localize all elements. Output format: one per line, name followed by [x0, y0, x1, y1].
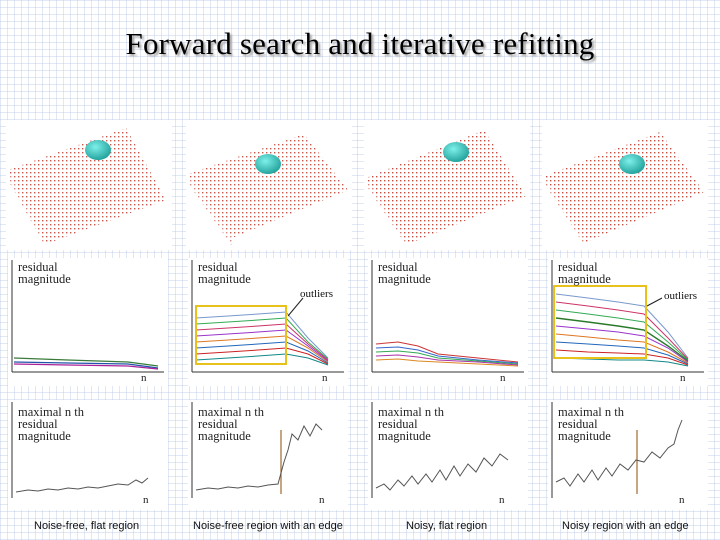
- caption-3: Noisy, flat region: [406, 520, 488, 532]
- outlier-box-4: [553, 285, 647, 359]
- page-title: Forward search and iterative refitting: [125, 26, 595, 61]
- sphere-marker-1: [85, 140, 111, 160]
- point-cloud-panel-3: [364, 120, 530, 250]
- maximal-residual-plot-3: maximal n th residual magnitude n: [368, 400, 528, 510]
- axis-n-label-1: n: [141, 372, 147, 384]
- point-cloud-4: [544, 132, 704, 248]
- axis-n-label-3b: n: [499, 494, 505, 506]
- maximal-label-1: maximal n th residual magnitude: [18, 405, 84, 443]
- point-cloud-2: [188, 134, 348, 246]
- point-cloud-panel-4: [542, 120, 708, 250]
- axis-n-label-1b: n: [143, 494, 149, 506]
- maximal-label-3: maximal n th residual magnitude: [378, 405, 444, 443]
- residual-plot-2: residual magnitude outliers n: [188, 258, 348, 386]
- maximal-residual-plot-2: maximal n th residual magnitude n: [188, 400, 348, 510]
- sphere-marker-4: [619, 154, 645, 174]
- caption-1: Noise-free, flat region: [34, 520, 140, 532]
- residual-label-3: residual magnitude: [378, 260, 431, 286]
- sphere-marker-2: [255, 154, 281, 174]
- point-cloud-panel-1: [6, 120, 172, 250]
- maximal-residual-plot-1: maximal n th residual magnitude n: [8, 400, 168, 510]
- point-cloud-1: [8, 128, 166, 248]
- maximal-residual-plot-4: maximal n th residual magnitude n: [548, 400, 708, 510]
- sphere-marker-3: [443, 142, 469, 162]
- axis-n-label-2b: n: [319, 494, 325, 506]
- caption-2: Noise-free region with an edge: [193, 520, 343, 532]
- point-cloud-3: [366, 130, 526, 248]
- maximal-label-4: maximal n th residual magnitude: [558, 405, 624, 443]
- axis-n-label-3: n: [500, 372, 506, 384]
- caption-4: Noisy region with an edge: [562, 520, 689, 532]
- residual-label-4: residual magnitude: [558, 260, 611, 286]
- point-cloud-panel-2: [186, 120, 352, 250]
- axis-n-label-2: n: [322, 372, 328, 384]
- residual-plot-4: residual magnitude outliers n: [548, 258, 708, 386]
- maximal-label-2: maximal n th residual magnitude: [198, 405, 264, 443]
- axis-n-label-4: n: [680, 372, 686, 384]
- outlier-box-2: [195, 305, 287, 365]
- outliers-label-2: outliers: [300, 288, 333, 300]
- residual-label-2: residual magnitude: [198, 260, 251, 286]
- residual-plot-3: residual magnitude n: [368, 258, 528, 386]
- residual-label-1: residual magnitude: [18, 260, 71, 286]
- residual-plot-1: residual magnitude n: [8, 258, 168, 386]
- outliers-label-4: outliers: [664, 290, 697, 302]
- axis-n-label-4b: n: [679, 494, 685, 506]
